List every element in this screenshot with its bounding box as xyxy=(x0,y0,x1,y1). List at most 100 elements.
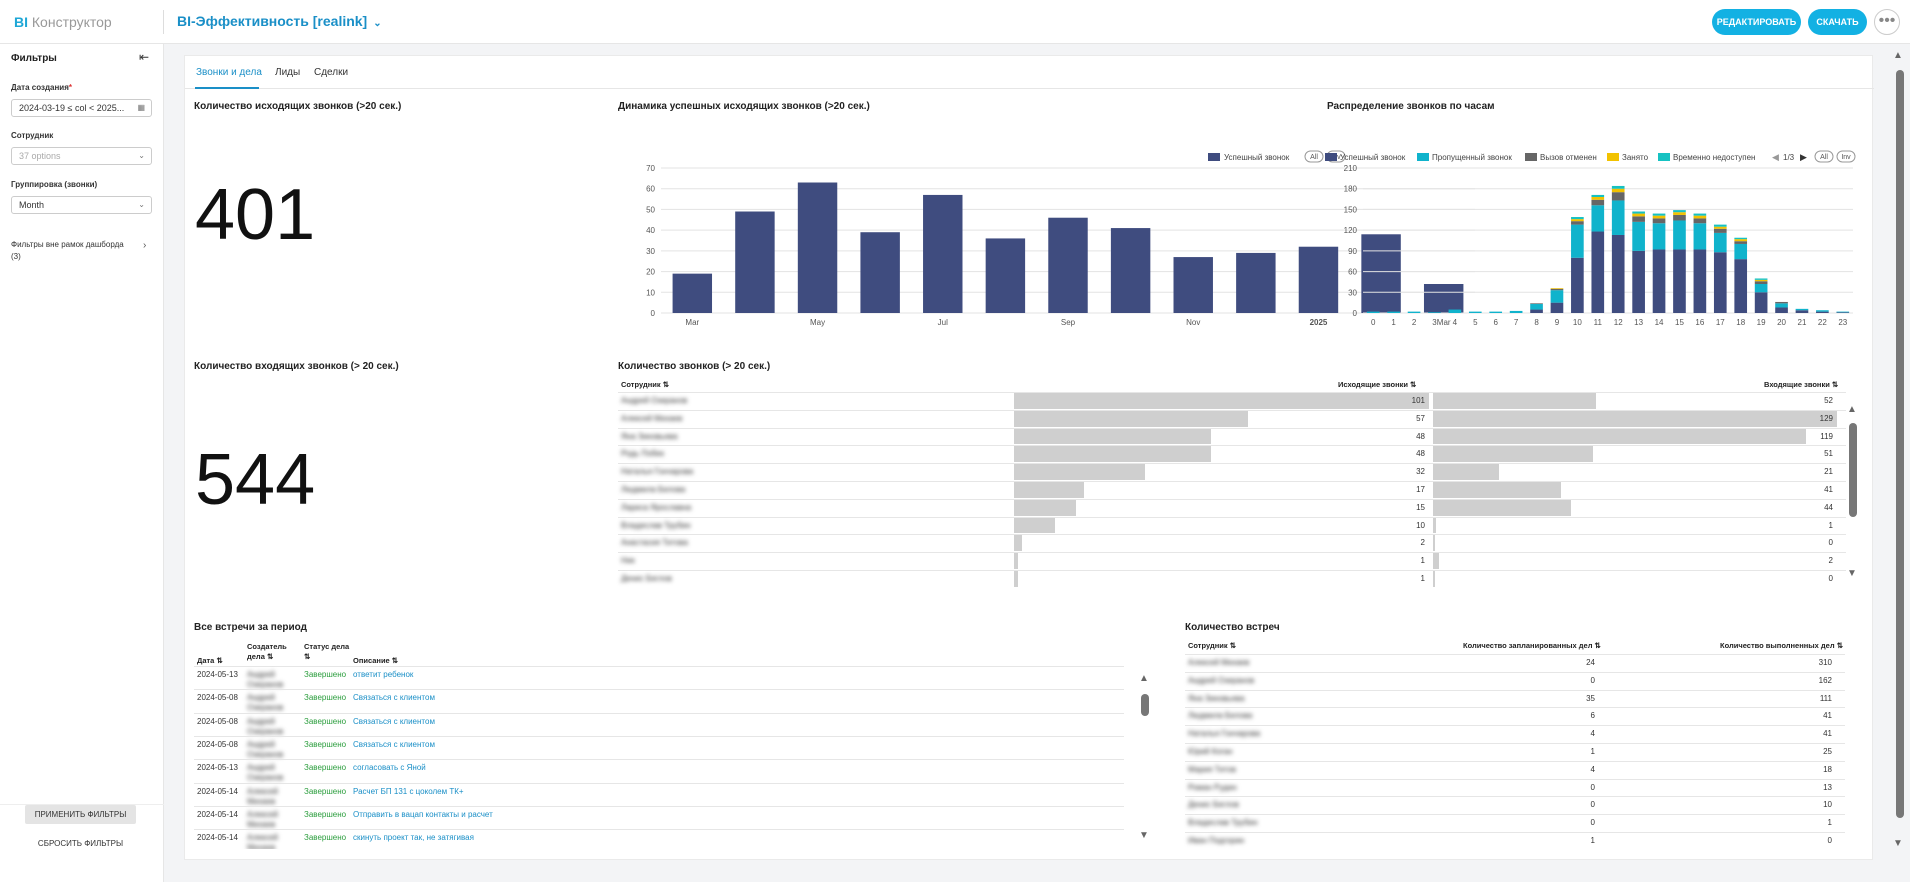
meetings-col-header[interactable]: Создатель дела ⇅ xyxy=(247,642,287,661)
x-tick-label: 22 xyxy=(1818,318,1827,327)
y-tick-label: 0 xyxy=(651,309,656,318)
row-divider xyxy=(1185,689,1845,691)
extra-filters-link[interactable]: Фильтры вне рамок дашборда (3) xyxy=(11,240,124,261)
meeting-status: Завершено xyxy=(304,693,347,703)
bar-segment xyxy=(1734,243,1748,260)
employee-select[interactable]: 37 options ⌄ xyxy=(11,147,152,165)
legend-swatch xyxy=(1208,153,1220,161)
page-scrollbar[interactable] xyxy=(1896,70,1904,818)
meetings-col-header[interactable]: Статус дела ⇅ xyxy=(304,642,350,661)
count-col-employee[interactable]: Сотрудник ⇅ xyxy=(1188,641,1236,650)
calls-scroll-up-icon[interactable]: ▲ xyxy=(1847,404,1857,415)
outgoing-value: 2 xyxy=(1420,538,1425,548)
bar-segment xyxy=(1530,304,1543,310)
meetings-table-scrollbar[interactable] xyxy=(1141,694,1149,716)
meetings-col-header[interactable]: Дата ⇅ xyxy=(197,656,223,665)
dashboard-title[interactable]: BI-Эффективность [realink] ⌄ xyxy=(177,13,382,29)
outgoing-bar xyxy=(1014,464,1146,480)
row-divider xyxy=(618,570,1846,571)
chevron-down-icon[interactable]: ⌄ xyxy=(373,18,382,29)
row-divider xyxy=(618,498,1846,500)
meeting-creator: Андрей Озеранов xyxy=(247,763,284,783)
meetings-scroll-up-icon[interactable]: ▲ xyxy=(1139,673,1149,684)
bar xyxy=(1110,228,1151,313)
calls-col-incoming[interactable]: Входящие звонки ⇅ xyxy=(1764,380,1839,389)
edit-button[interactable]: РЕДАКТИРОВАТЬ xyxy=(1712,9,1801,35)
bar xyxy=(1361,234,1401,313)
meeting-status: Завершено xyxy=(304,833,347,843)
bar-segment xyxy=(1550,302,1564,313)
outgoing-bar xyxy=(1014,393,1429,409)
bar-segment xyxy=(1754,292,1768,313)
outgoing-bar xyxy=(1014,553,1019,569)
y-tick-label: 10 xyxy=(646,288,655,297)
bar-segment xyxy=(1591,231,1605,313)
more-options-icon[interactable]: ••• xyxy=(1874,9,1900,35)
page-scroll-down-icon[interactable]: ▼ xyxy=(1893,838,1903,849)
collapse-sidebar-icon[interactable]: ⇤ xyxy=(139,50,150,64)
meetings-scroll-down-icon[interactable]: ▼ xyxy=(1139,830,1149,841)
row-divider xyxy=(618,409,1846,411)
planned-value: 6 xyxy=(1590,711,1595,721)
row-divider xyxy=(618,552,1846,554)
calls-employee-name: Родь Побек xyxy=(621,449,664,459)
x-tick-label: 2025 xyxy=(1310,318,1328,327)
meeting-description[interactable]: Связаться с клиентом xyxy=(353,693,435,703)
meeting-description[interactable]: скинуть проект так, не затягивая xyxy=(353,833,474,843)
apply-filters-button[interactable]: ПРИМЕНИТЬ ФИЛЬТРЫ xyxy=(25,805,136,824)
bar-segment xyxy=(1530,303,1543,305)
meeting-description[interactable]: Связаться с клиентом xyxy=(353,739,435,749)
bar-segment xyxy=(1591,197,1605,200)
reset-filters-button[interactable]: СБРОСИТЬ ФИЛЬТРЫ xyxy=(37,839,124,848)
date-filter-input[interactable]: 2024-03-19 ≤ col < 2025... ▦ xyxy=(11,99,152,117)
date-filter-label: Дата создания* xyxy=(11,83,72,92)
incoming-value: 0 xyxy=(1828,538,1833,548)
grouping-select[interactable]: Month ⌄ xyxy=(11,196,152,214)
logo-bi: BI xyxy=(14,14,28,30)
x-tick-label: 2 xyxy=(1412,318,1417,327)
bar-segment xyxy=(1407,311,1421,313)
count-employee-name: Андрей Озеранов xyxy=(1188,675,1255,685)
bar-segment xyxy=(1611,200,1625,235)
incoming-bar xyxy=(1433,446,1593,463)
legend-all-button xyxy=(1304,150,1324,163)
row-divider xyxy=(618,427,1846,429)
calls-table-title: Количество звонков (> 20 сек.) xyxy=(618,361,771,372)
calls-col-employee[interactable]: Сотрудник ⇅ xyxy=(621,380,669,389)
meeting-description[interactable]: согласовать с Яной xyxy=(353,763,426,773)
planned-value: 4 xyxy=(1590,764,1595,774)
chevron-right-icon[interactable]: › xyxy=(143,240,147,251)
tab-calls[interactable]: Звонки и дела xyxy=(196,67,262,78)
row-divider xyxy=(1185,743,1845,744)
meeting-description[interactable]: Отправить в вацап контакты и расчет xyxy=(353,809,493,819)
y-tick-label: 0 xyxy=(1353,309,1358,318)
row-divider xyxy=(1185,778,1845,780)
chevron-down-icon: ⌄ xyxy=(138,200,145,209)
calls-scroll-down-icon[interactable]: ▼ xyxy=(1847,568,1857,579)
tab-leads[interactable]: Лиды xyxy=(275,67,301,78)
done-value: 13 xyxy=(1823,782,1832,792)
top-bar: BI Конструктор BI-Эффективность [realink… xyxy=(0,0,1910,44)
outgoing-value: 17 xyxy=(1416,485,1425,494)
count-col-done[interactable]: Количество выполненных дел ⇅ xyxy=(1720,641,1843,650)
incoming-bar xyxy=(1433,553,1440,569)
calls-table-scrollbar[interactable] xyxy=(1849,423,1857,517)
app-logo[interactable]: BI Конструктор xyxy=(14,14,112,30)
row-divider xyxy=(194,689,1124,691)
bar xyxy=(985,238,1026,313)
outgoing-value: 15 xyxy=(1416,502,1425,512)
page-scroll-up-icon[interactable]: ▲ xyxy=(1893,50,1903,61)
meeting-description[interactable]: Расчет БП 131 с цоколем ТК+ xyxy=(353,786,464,796)
count-col-planned[interactable]: Количество запланированных дел ⇅ xyxy=(1463,641,1601,650)
tab-deals[interactable]: Сделки xyxy=(314,67,349,78)
meeting-description[interactable]: Связаться с клиентом xyxy=(353,716,435,726)
download-button[interactable]: СКАЧАТЬ xyxy=(1808,9,1867,35)
calls-col-outgoing[interactable]: Исходящие звонки ⇅ xyxy=(1338,380,1417,389)
calls-employee-name: Наталья Гончарова xyxy=(621,467,694,477)
outgoing-bar xyxy=(1014,428,1212,445)
incoming-value: 51 xyxy=(1824,449,1833,459)
meeting-description[interactable]: ответит ребенок xyxy=(353,670,414,679)
meeting-date: 2024-05-14 xyxy=(197,809,238,819)
bar xyxy=(1298,246,1339,313)
meetings-col-header[interactable]: Описание ⇅ xyxy=(353,656,399,665)
